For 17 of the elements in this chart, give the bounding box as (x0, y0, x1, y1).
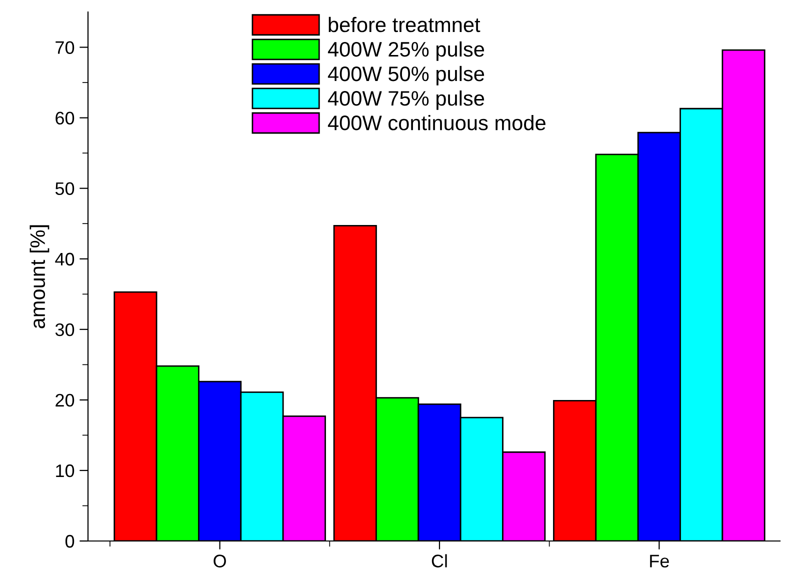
y-tick-label: 60 (56, 112, 74, 125)
legend-label: 400W continuous mode (328, 114, 546, 130)
legend-label: before treatmnet (328, 16, 480, 32)
x-tick-label: O (214, 554, 226, 568)
legend-label: 400W 25% pulse (328, 41, 484, 61)
y-tick-label: 0 (65, 534, 74, 548)
x-tick-label: Fe (650, 554, 669, 568)
y-tick-label: 40 (55, 252, 74, 266)
y-tick-label: 30 (55, 323, 74, 336)
legend-label: 400W 50% pulse (328, 66, 484, 86)
y-tick-label: 20 (56, 394, 74, 407)
y-tick-label: 70 (56, 41, 74, 54)
y-tick-label: 10 (56, 464, 74, 478)
y-axis-title: amount [%] (30, 225, 50, 328)
y-tick-label: 50 (55, 182, 74, 196)
legend-label: 400W 75% pulse (328, 90, 484, 110)
x-tick-label: Cl (432, 554, 447, 568)
